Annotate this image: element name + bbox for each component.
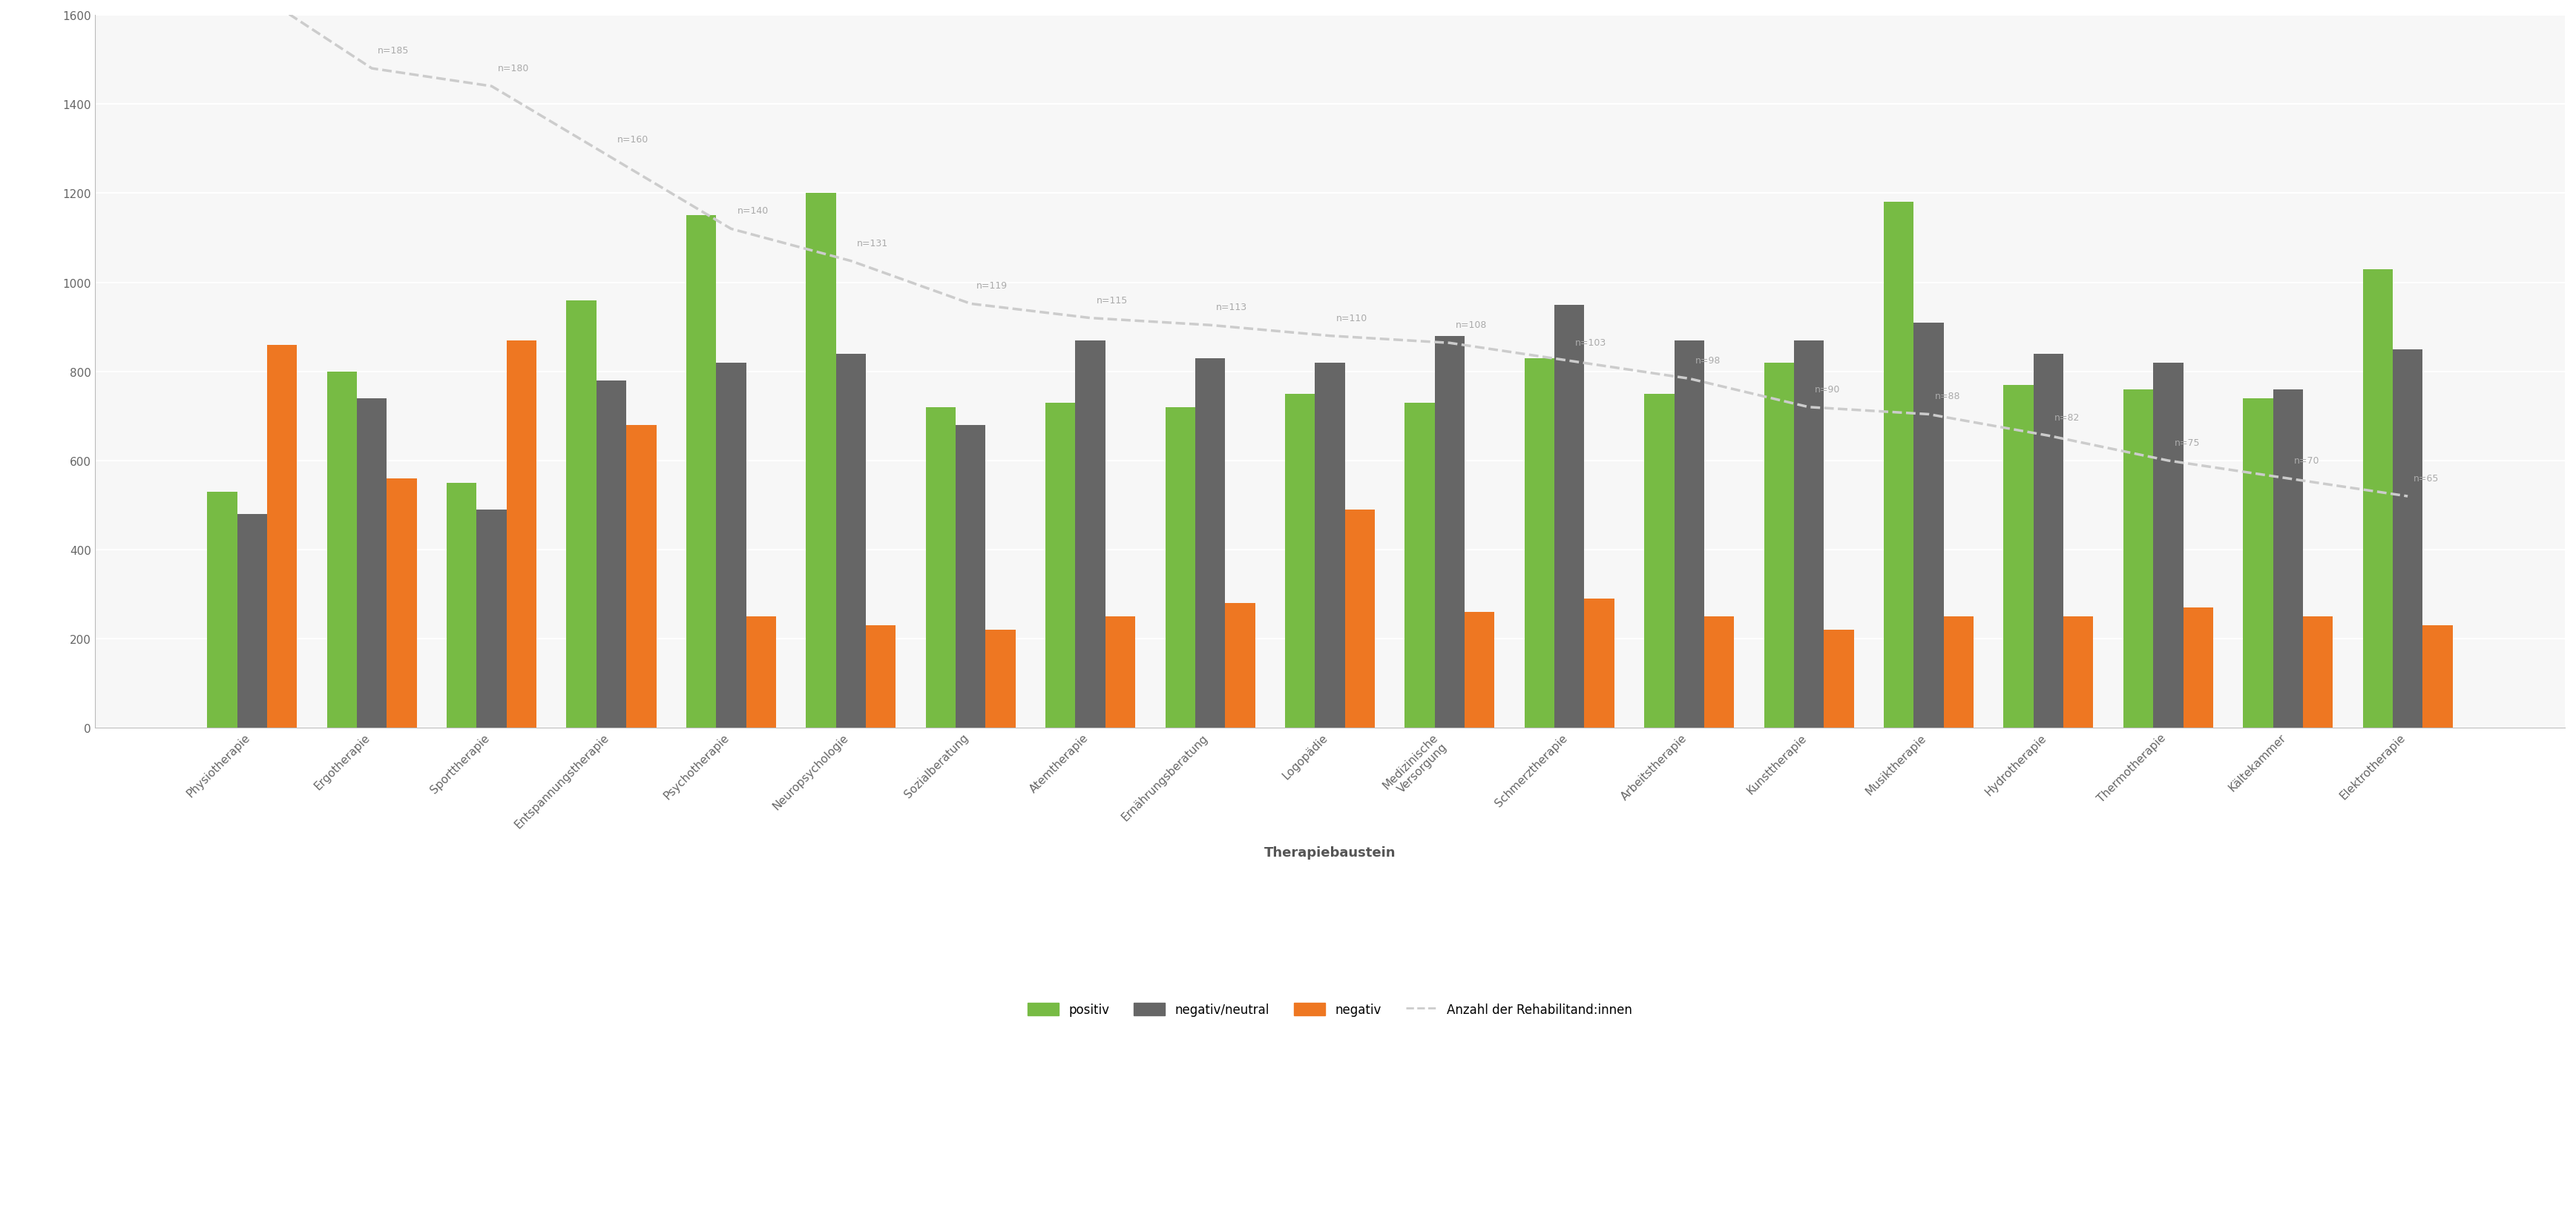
Text: n=90: n=90 xyxy=(1816,385,1839,395)
Bar xyxy=(2272,390,2303,729)
Bar xyxy=(2004,385,2032,729)
Anzahl der Rehabilitand:innen xyxy=(835,254,866,269)
Bar xyxy=(507,340,536,729)
Bar xyxy=(626,425,657,729)
Text: n=140: n=140 xyxy=(737,206,768,216)
Text: n=110: n=110 xyxy=(1337,313,1368,323)
Bar xyxy=(1164,408,1195,729)
Bar xyxy=(567,301,598,729)
Text: n=180: n=180 xyxy=(497,64,528,74)
Anzahl der Rehabilitand:innen xyxy=(2393,489,2424,504)
Bar xyxy=(2032,354,2063,729)
Text: n=185: n=185 xyxy=(379,45,410,55)
Anzahl der Rehabilitand:innen xyxy=(477,80,507,95)
Bar xyxy=(1105,617,1136,729)
Anzahl der Rehabilitand:innen xyxy=(1793,401,1824,415)
Bar xyxy=(1914,323,1945,729)
Text: n=70: n=70 xyxy=(2293,456,2318,466)
Bar xyxy=(747,617,775,729)
Anzahl der Rehabilitand:innen xyxy=(355,61,386,76)
Bar xyxy=(1074,340,1105,729)
Bar xyxy=(1793,340,1824,729)
Bar xyxy=(268,345,296,729)
Bar xyxy=(2362,269,2393,729)
Anzahl der Rehabilitand:innen xyxy=(2154,454,2184,468)
Bar xyxy=(2421,626,2452,729)
Bar xyxy=(2154,363,2182,729)
Bar xyxy=(956,425,987,729)
Anzahl der Rehabilitand:innen xyxy=(1674,371,1705,386)
Anzahl der Rehabilitand:innen xyxy=(1314,329,1345,344)
Bar xyxy=(477,510,507,729)
Text: n=98: n=98 xyxy=(1695,356,1721,366)
Anzahl der Rehabilitand:innen xyxy=(1914,407,1945,422)
Text: n=82: n=82 xyxy=(2056,413,2079,423)
Text: n=88: n=88 xyxy=(1935,392,1960,402)
Text: n=119: n=119 xyxy=(976,281,1007,291)
Bar xyxy=(358,398,386,729)
Bar xyxy=(237,515,268,729)
Bar xyxy=(866,626,896,729)
Bar xyxy=(1314,363,1345,729)
Bar xyxy=(1285,395,1314,729)
Text: n=103: n=103 xyxy=(1577,338,1607,348)
Anzahl der Rehabilitand:innen xyxy=(2272,472,2303,487)
Anzahl der Rehabilitand:innen xyxy=(2032,429,2063,444)
Bar xyxy=(1466,612,1494,729)
Bar xyxy=(987,630,1015,729)
Anzahl der Rehabilitand:innen xyxy=(1195,318,1226,333)
Bar xyxy=(1553,305,1584,729)
Text: n=65: n=65 xyxy=(2414,473,2439,483)
Bar xyxy=(1345,510,1376,729)
Bar xyxy=(446,483,477,729)
Bar xyxy=(1195,359,1226,729)
Text: n=131: n=131 xyxy=(858,238,889,248)
X-axis label: Therapiebaustein: Therapiebaustein xyxy=(1265,846,1396,859)
Bar xyxy=(206,492,237,729)
Bar xyxy=(1765,363,1793,729)
Bar xyxy=(1584,599,1615,729)
Bar xyxy=(925,408,956,729)
Bar xyxy=(1705,617,1734,729)
Bar xyxy=(1643,395,1674,729)
Anzahl der Rehabilitand:innen xyxy=(956,297,987,312)
Bar xyxy=(386,479,417,729)
Bar xyxy=(2182,608,2213,729)
Line: Anzahl der Rehabilitand:innen: Anzahl der Rehabilitand:innen xyxy=(252,0,2409,497)
Bar xyxy=(1945,617,1973,729)
Bar xyxy=(835,354,866,729)
Bar xyxy=(806,194,835,729)
Bar xyxy=(598,381,626,729)
Anzahl der Rehabilitand:innen xyxy=(716,222,747,237)
Bar xyxy=(685,216,716,729)
Bar xyxy=(1525,359,1553,729)
Legend: positiv, negativ/neutral, negativ, Anzahl der Rehabilitand:innen: positiv, negativ/neutral, negativ, Anzah… xyxy=(1023,998,1636,1021)
Bar xyxy=(1435,337,1466,729)
Bar xyxy=(2063,617,2094,729)
Bar xyxy=(2123,390,2154,729)
Bar xyxy=(1404,403,1435,729)
Text: n=75: n=75 xyxy=(2174,438,2200,447)
Bar xyxy=(2393,350,2421,729)
Bar xyxy=(1824,630,1855,729)
Text: n=113: n=113 xyxy=(1216,302,1247,312)
Bar xyxy=(1046,403,1074,729)
Bar xyxy=(1883,203,1914,729)
Bar xyxy=(716,363,747,729)
Bar xyxy=(1674,340,1705,729)
Anzahl der Rehabilitand:innen xyxy=(1074,311,1105,326)
Bar xyxy=(2303,617,2334,729)
Anzahl der Rehabilitand:innen xyxy=(595,151,626,166)
Bar xyxy=(327,372,358,729)
Text: n=160: n=160 xyxy=(618,135,649,145)
Anzahl der Rehabilitand:innen xyxy=(1435,336,1466,350)
Bar xyxy=(2244,398,2272,729)
Text: n=108: n=108 xyxy=(1455,321,1486,331)
Bar xyxy=(1226,603,1255,729)
Text: n=115: n=115 xyxy=(1097,295,1128,305)
Anzahl der Rehabilitand:innen xyxy=(1553,354,1584,369)
